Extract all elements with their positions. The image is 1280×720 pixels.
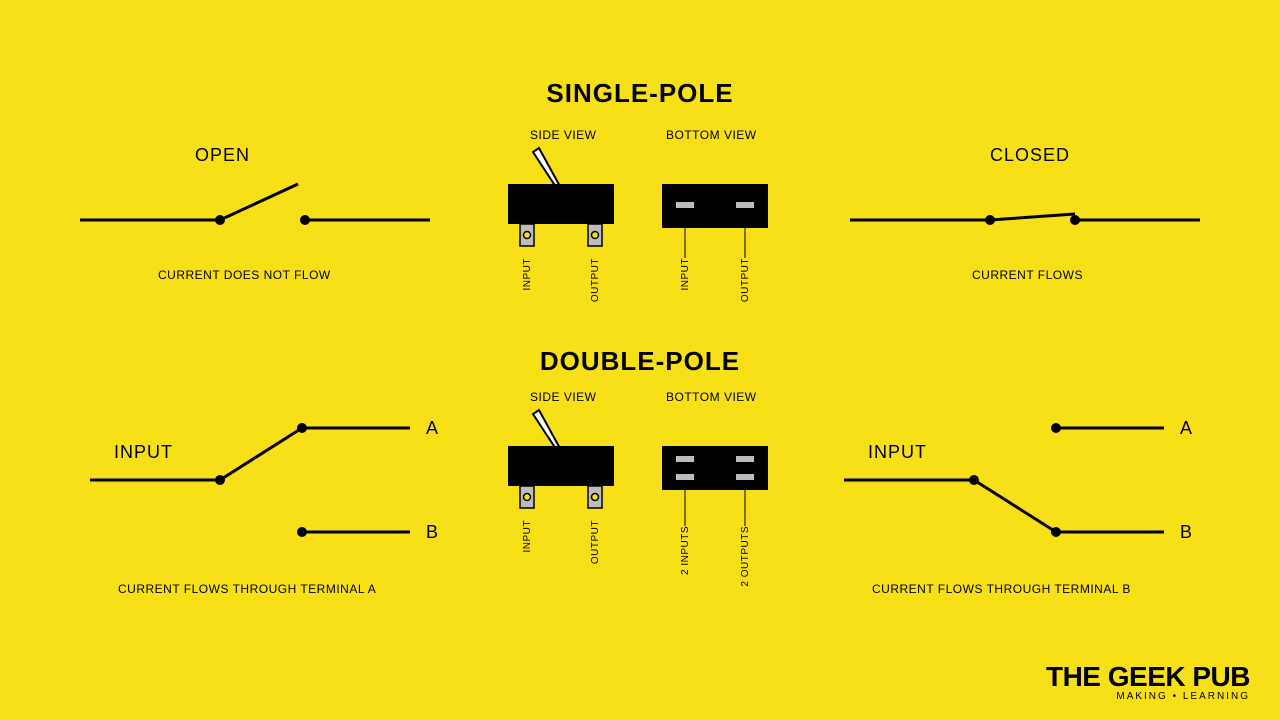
label-bottom-view-sp: BOTTOM VIEW — [666, 128, 757, 142]
switch-bottom-view-dp — [658, 442, 778, 572]
label-open: OPEN — [195, 145, 250, 166]
label-bottom-view-dp: BOTTOM VIEW — [666, 390, 757, 404]
schematic-dp-a — [90, 400, 420, 570]
schematic-dp-b — [844, 400, 1174, 570]
caption-open: CURRENT DOES NOT FLOW — [158, 268, 331, 282]
terminal-b-left: B — [426, 522, 438, 543]
schematic-closed — [850, 170, 1200, 250]
caption-dp-b: CURRENT FLOWS THROUGH TERMINAL B — [872, 582, 1131, 596]
schematic-open — [80, 170, 430, 250]
terminal-a-left: A — [426, 418, 438, 439]
terminal-b-right: B — [1180, 522, 1192, 543]
caption-closed: CURRENT FLOWS — [972, 268, 1083, 282]
switch-side-view-sp — [500, 140, 630, 280]
title-double-pole: DOUBLE-POLE — [0, 346, 1280, 377]
pin-label-output-dp: OUTPUT — [590, 520, 601, 564]
pin-label-output-sp: OUTPUT — [590, 258, 601, 302]
pin-label-2inputs: 2 INPUTS — [680, 526, 691, 575]
pin-label-input-spb: INPUT — [680, 258, 691, 291]
brand-logo: THE GEEK PUB MAKING • LEARNING — [1046, 661, 1250, 702]
pin-label-output-spb: OUTPUT — [740, 258, 751, 302]
terminal-a-right: A — [1180, 418, 1192, 439]
title-single-pole: SINGLE-POLE — [0, 78, 1280, 109]
brand-name: THE GEEK PUB — [1046, 661, 1250, 693]
pin-label-input-sp: INPUT — [522, 258, 533, 291]
pin-label-input-dp: INPUT — [522, 520, 533, 553]
caption-dp-a: CURRENT FLOWS THROUGH TERMINAL A — [118, 582, 376, 596]
switch-side-view-dp — [500, 402, 630, 542]
pin-label-2outputs: 2 OUTPUTS — [740, 526, 751, 587]
switch-bottom-view-sp — [658, 180, 778, 300]
label-closed: CLOSED — [990, 145, 1070, 166]
